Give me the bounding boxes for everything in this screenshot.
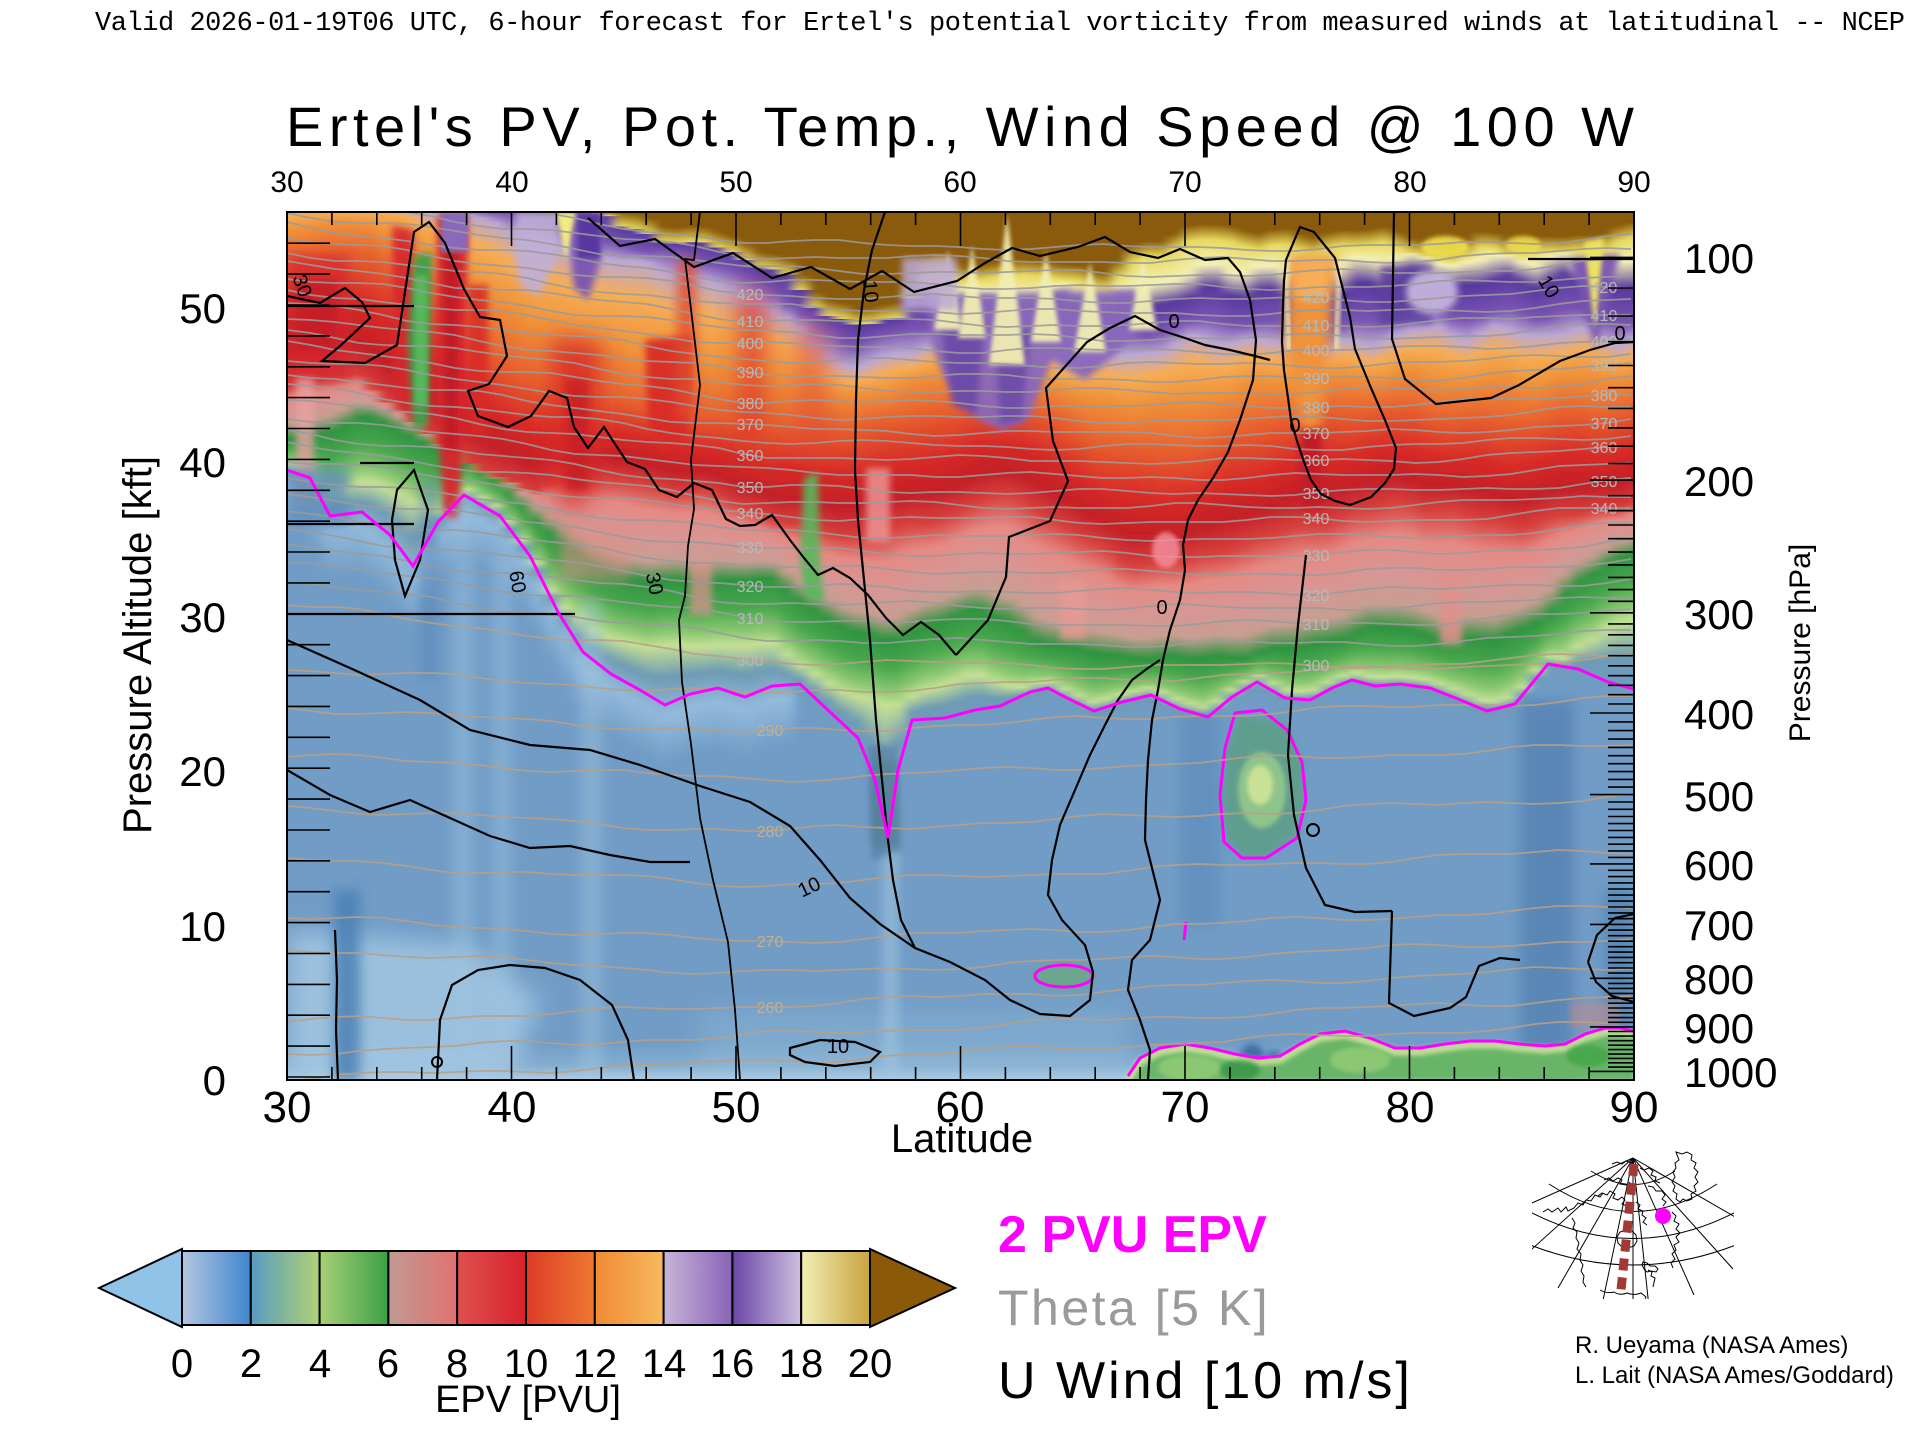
- svg-text:14: 14: [642, 1342, 687, 1386]
- svg-text:390: 390: [1591, 358, 1618, 375]
- svg-text:0: 0: [1168, 311, 1179, 333]
- svg-text:360: 360: [1591, 440, 1618, 457]
- svg-text:10: 10: [827, 1036, 849, 1058]
- svg-text:390: 390: [737, 365, 764, 382]
- svg-text:310: 310: [1303, 617, 1330, 634]
- svg-text:30: 30: [641, 571, 667, 597]
- svg-text:30: 30: [263, 1083, 312, 1132]
- svg-text:300: 300: [1684, 591, 1754, 638]
- svg-text:380: 380: [1591, 388, 1618, 405]
- svg-text:10: 10: [858, 279, 882, 303]
- svg-text:60: 60: [936, 1083, 985, 1132]
- svg-text:310: 310: [737, 611, 764, 628]
- svg-text:300: 300: [1303, 658, 1330, 675]
- svg-text:20: 20: [848, 1342, 893, 1386]
- svg-text:50: 50: [719, 166, 752, 199]
- svg-text:340: 340: [1303, 511, 1330, 528]
- svg-text:80: 80: [1393, 166, 1426, 199]
- svg-text:350: 350: [1591, 474, 1618, 491]
- svg-text:6: 6: [377, 1342, 399, 1386]
- svg-text:320: 320: [1303, 588, 1330, 605]
- svg-text:420: 420: [1303, 290, 1330, 307]
- svg-text:70: 70: [1161, 1083, 1210, 1132]
- svg-text:350: 350: [1303, 486, 1330, 503]
- svg-text:0: 0: [1614, 323, 1625, 345]
- svg-text:200: 200: [1684, 458, 1754, 505]
- svg-text:EPV [PVU]: EPV [PVU]: [435, 1379, 621, 1421]
- svg-text:370: 370: [1303, 426, 1330, 443]
- svg-text:30: 30: [270, 166, 303, 199]
- svg-text:30: 30: [179, 594, 226, 641]
- svg-text:0: 0: [1289, 415, 1300, 437]
- svg-text:370: 370: [737, 417, 764, 434]
- svg-text:900: 900: [1684, 1005, 1754, 1052]
- svg-text:1000: 1000: [1684, 1049, 1777, 1096]
- svg-text:340: 340: [1591, 501, 1618, 518]
- svg-text:410: 410: [1591, 308, 1618, 325]
- svg-text:R. Ueyama (NASA Ames): R. Ueyama (NASA Ames): [1575, 1332, 1848, 1359]
- svg-text:420: 420: [1591, 280, 1618, 297]
- svg-text:350: 350: [737, 480, 764, 497]
- svg-text:800: 800: [1684, 956, 1754, 1003]
- svg-text:0: 0: [1156, 597, 1167, 619]
- svg-text:600: 600: [1684, 842, 1754, 889]
- svg-text:500: 500: [1684, 773, 1754, 820]
- svg-text:90: 90: [1610, 1083, 1659, 1132]
- svg-text:90: 90: [1617, 166, 1650, 199]
- svg-text:300: 300: [737, 653, 764, 670]
- svg-text:410: 410: [1303, 318, 1330, 335]
- svg-text:410: 410: [737, 314, 764, 331]
- svg-text:Pressure Altitude [kft]: Pressure Altitude [kft]: [116, 456, 160, 834]
- svg-text:40: 40: [179, 439, 226, 486]
- svg-text:U Wind [10 m/s]: U Wind [10 m/s]: [998, 1352, 1413, 1410]
- svg-text:280: 280: [757, 824, 784, 841]
- svg-text:290: 290: [757, 723, 784, 740]
- svg-text:12: 12: [573, 1342, 618, 1386]
- svg-text:50: 50: [712, 1083, 761, 1132]
- svg-text:8: 8: [446, 1342, 468, 1386]
- svg-text:400: 400: [1591, 334, 1618, 351]
- svg-text:400: 400: [737, 336, 764, 353]
- svg-text:700: 700: [1684, 902, 1754, 949]
- svg-text:2: 2: [240, 1342, 262, 1386]
- svg-text:360: 360: [737, 448, 764, 465]
- svg-text:0: 0: [171, 1342, 193, 1386]
- svg-text:420: 420: [737, 287, 764, 304]
- svg-text:40: 40: [495, 166, 528, 199]
- svg-text:Theta [5 K]: Theta [5 K]: [998, 1280, 1270, 1336]
- svg-text:60: 60: [943, 166, 976, 199]
- svg-text:Latitude: Latitude: [891, 1117, 1033, 1161]
- svg-text:340: 340: [737, 506, 764, 523]
- svg-text:400: 400: [1684, 691, 1754, 738]
- svg-text:L. Lait (NASA Ames/Goddard): L. Lait (NASA Ames/Goddard): [1575, 1362, 1894, 1389]
- svg-text:20: 20: [179, 748, 226, 795]
- svg-text:260: 260: [757, 1000, 784, 1017]
- svg-text:18: 18: [779, 1342, 824, 1386]
- svg-text:Valid 2026-01-19T06 UTC, 6-hou: Valid 2026-01-19T06 UTC, 6-hour forecast…: [95, 9, 1905, 39]
- svg-text:70: 70: [1168, 166, 1201, 199]
- svg-text:Pressure [hPa]: Pressure [hPa]: [1784, 544, 1817, 742]
- svg-text:10: 10: [504, 1342, 549, 1386]
- svg-text:390: 390: [1303, 371, 1330, 388]
- svg-text:0: 0: [203, 1057, 226, 1104]
- svg-text:16: 16: [710, 1342, 755, 1386]
- svg-text:2 PVU EPV: 2 PVU EPV: [998, 1206, 1267, 1264]
- svg-text:10: 10: [179, 903, 226, 950]
- svg-text:360: 360: [1303, 453, 1330, 470]
- svg-text:320: 320: [737, 579, 764, 596]
- svg-text:330: 330: [1303, 548, 1330, 565]
- svg-text:270: 270: [757, 934, 784, 951]
- svg-text:370: 370: [1591, 416, 1618, 433]
- svg-text:380: 380: [1303, 400, 1330, 417]
- svg-text:4: 4: [309, 1342, 331, 1386]
- svg-text:330: 330: [737, 540, 764, 557]
- svg-text:380: 380: [737, 396, 764, 413]
- svg-text:50: 50: [179, 285, 226, 332]
- svg-text:400: 400: [1303, 343, 1330, 360]
- svg-text:40: 40: [488, 1083, 537, 1132]
- svg-text:60: 60: [504, 569, 530, 595]
- svg-text:80: 80: [1386, 1083, 1435, 1132]
- svg-text:100: 100: [1684, 235, 1754, 282]
